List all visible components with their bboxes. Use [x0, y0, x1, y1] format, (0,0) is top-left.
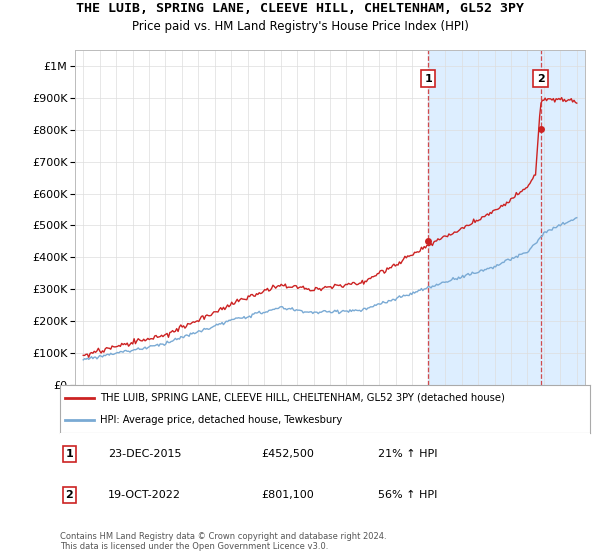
Text: Contains HM Land Registry data © Crown copyright and database right 2024.
This d: Contains HM Land Registry data © Crown c…	[60, 532, 386, 552]
Text: THE LUIB, SPRING LANE, CLEEVE HILL, CHELTENHAM, GL52 3PY (detached house): THE LUIB, SPRING LANE, CLEEVE HILL, CHEL…	[100, 393, 505, 403]
Text: 2: 2	[65, 490, 73, 500]
Bar	[428, 50, 585, 385]
Text: £452,500: £452,500	[262, 449, 314, 459]
Text: 2: 2	[537, 74, 544, 83]
Text: 1: 1	[65, 449, 73, 459]
Text: Price paid vs. HM Land Registry's House Price Index (HPI): Price paid vs. HM Land Registry's House …	[131, 20, 469, 33]
Text: THE LUIB, SPRING LANE, CLEEVE HILL, CHELTENHAM, GL52 3PY: THE LUIB, SPRING LANE, CLEEVE HILL, CHEL…	[76, 2, 524, 15]
Text: 23-DEC-2015: 23-DEC-2015	[108, 449, 181, 459]
Text: 1: 1	[424, 74, 432, 83]
Text: £801,100: £801,100	[262, 490, 314, 500]
Text: 56% ↑ HPI: 56% ↑ HPI	[378, 490, 437, 500]
Text: 21% ↑ HPI: 21% ↑ HPI	[378, 449, 437, 459]
Text: HPI: Average price, detached house, Tewkesbury: HPI: Average price, detached house, Tewk…	[100, 415, 342, 425]
Text: 19-OCT-2022: 19-OCT-2022	[108, 490, 181, 500]
